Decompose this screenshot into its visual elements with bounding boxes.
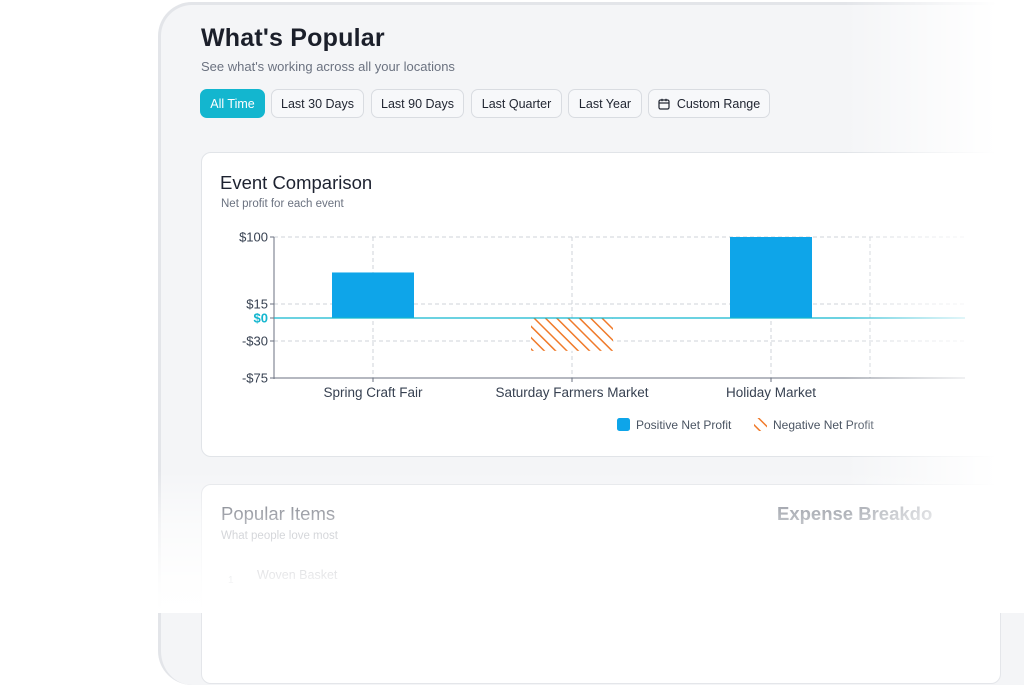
filter-all-time-button[interactable]: All Time <box>200 89 265 118</box>
popular-items-title: Popular Items <box>221 503 336 524</box>
bar-negative <box>531 318 613 351</box>
x-tick-label: Saturday Farmers Market <box>495 385 648 400</box>
bar-positive <box>730 237 812 318</box>
y-tick-label: -$30 <box>242 334 268 349</box>
page-subtitle: See what's working across all your locat… <box>201 59 455 74</box>
filter-last-30-days-button[interactable]: Last 30 Days <box>271 89 364 118</box>
legend-label-negative: Negative Net Profit <box>773 418 874 432</box>
filter-label: Last 90 Days <box>381 96 454 111</box>
filter-label: Last Quarter <box>481 96 552 111</box>
bar-positive <box>332 272 414 318</box>
filter-label: Last 30 Days <box>281 96 354 111</box>
filter-last-90-days-button[interactable]: Last 90 Days <box>371 89 464 118</box>
event-comparison-subtitle: Net profit for each event <box>221 198 344 210</box>
page-title: What's Popular <box>201 24 385 52</box>
filter-last-year-button[interactable]: Last Year <box>568 89 642 118</box>
filter-label: Last Year <box>578 96 632 111</box>
item-rank: 1 <box>228 575 234 586</box>
x-tick-label: Holiday Market <box>726 385 816 400</box>
filter-custom-range-button[interactable]: Custom Range <box>648 89 770 118</box>
x-tick-label: Spring Craft Fair <box>323 385 423 400</box>
y-tick-label: $15 <box>246 297 268 312</box>
legend-label-positive: Positive Net Profit <box>636 418 732 432</box>
filter-last-quarter-button[interactable]: Last Quarter <box>471 89 562 118</box>
filter-label: All Time <box>210 96 255 111</box>
y-tick-label: $0 <box>254 311 268 326</box>
filter-label: Custom Range <box>676 96 761 111</box>
legend-swatch-positive <box>617 418 630 431</box>
item-name: Woven Basket <box>257 568 338 582</box>
legend-swatch-negative <box>754 418 767 431</box>
calendar-icon <box>658 98 670 110</box>
expense-breakdown-title: Expense Breakdo <box>777 503 933 524</box>
event-comparison-title: Event Comparison <box>220 172 373 193</box>
y-tick-label: $100 <box>239 230 268 245</box>
y-tick-label: -$75 <box>242 371 268 386</box>
popular-items-subtitle: What people love most <box>221 530 338 542</box>
